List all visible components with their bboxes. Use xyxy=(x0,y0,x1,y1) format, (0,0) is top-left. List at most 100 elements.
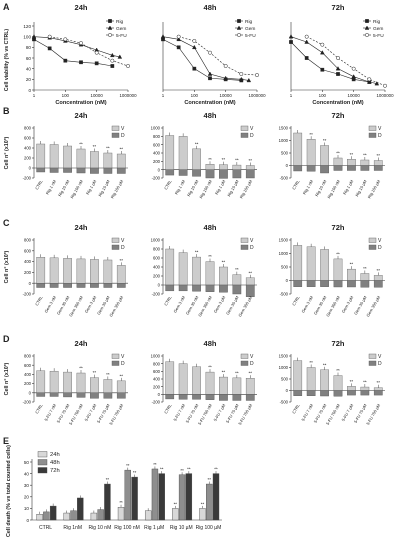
data-point-5-fu xyxy=(192,38,197,43)
x-tick-label-b: Rig 1 nM xyxy=(45,179,57,195)
bar-72h xyxy=(185,473,193,521)
significance-label: ** xyxy=(201,501,205,506)
data-point-gem xyxy=(207,71,213,76)
bar-viable xyxy=(205,371,215,395)
x-tick-label-c: Gem 3 nM xyxy=(172,295,186,314)
x-tick-label-d: CTRL xyxy=(163,402,173,414)
bar-dead xyxy=(49,392,59,397)
legend-label-v: V xyxy=(250,354,254,360)
significance-label: ** xyxy=(187,467,191,472)
bar-dead xyxy=(76,283,86,288)
legend-marker-rig xyxy=(108,19,112,23)
significance-label: ** xyxy=(363,266,367,271)
significance-label: ** xyxy=(235,370,239,375)
plot-title-d-72h: 72h xyxy=(332,339,345,348)
x-tick-label-d: 5-FU 700 nM xyxy=(325,403,341,426)
bar-dead xyxy=(76,167,86,174)
data-point-gem xyxy=(335,66,341,71)
bar-dead xyxy=(347,280,356,288)
x-tick-label-a: 1000000 xyxy=(119,93,137,98)
legend-label-v: V xyxy=(378,354,382,360)
y-tick-label-c: 400 xyxy=(24,259,32,264)
bar-viable xyxy=(245,378,255,395)
bar-48h xyxy=(206,483,213,521)
legend-label-v: V xyxy=(121,126,125,132)
bar-viable xyxy=(219,266,228,286)
x-tick-label-a: 10000 xyxy=(220,93,233,98)
bar-viable xyxy=(293,132,303,166)
bar-dead xyxy=(306,280,316,287)
legend-label-d: D xyxy=(250,361,254,367)
bar-viable xyxy=(63,258,72,284)
y-tick-label-c: -200 xyxy=(23,292,32,297)
bar-dead xyxy=(373,280,383,288)
plot-title-a-24h: 24h xyxy=(75,3,88,12)
legend-label-v: V xyxy=(378,126,382,132)
y-tick-label-d: 600 xyxy=(153,369,161,374)
bar-24h xyxy=(36,514,43,521)
plot-title-b-24h: 24h xyxy=(75,111,88,120)
y-tick-label-b: -200 xyxy=(152,176,161,181)
bar-dead xyxy=(245,169,255,179)
legend-swatch-v xyxy=(240,125,249,131)
bar-dead xyxy=(178,169,188,176)
plot-title-d-48h: 48h xyxy=(204,339,217,348)
y-tick-label-a: 100 xyxy=(23,34,31,39)
bar-viable xyxy=(306,139,316,166)
significance-label: ** xyxy=(222,370,226,375)
y-tick-label-c: 800 xyxy=(24,238,32,243)
legend-label-gem: Gem xyxy=(116,26,126,32)
significance-label: ** xyxy=(93,370,97,375)
legend-swatch-v xyxy=(240,237,249,243)
legend-marker-rig xyxy=(237,19,241,23)
legend-label-d: D xyxy=(250,245,254,251)
x-tick-label-d: 5-FU 7 nM xyxy=(172,403,186,422)
bar-viable xyxy=(178,136,188,170)
significance-label: ** xyxy=(249,371,253,376)
legend-label-v: V xyxy=(378,238,382,244)
x-tick-label-b: Rig 10 µM xyxy=(226,179,239,197)
bar-viable xyxy=(192,148,201,170)
x-tick-label-e: CTRL xyxy=(39,525,52,531)
significance-label: ** xyxy=(106,477,110,482)
series-line-5-fu xyxy=(178,36,258,76)
x-tick-label-c: Gem 3 µM xyxy=(84,295,98,314)
significance-label: ** xyxy=(208,157,212,162)
y-tick-label-b: 0 xyxy=(29,166,32,171)
y-tick-label-e: 0 xyxy=(26,518,29,523)
legend-swatch-72h xyxy=(37,467,48,474)
x-tick-label-d: 5-FU 7 nM xyxy=(300,403,314,422)
data-point-5-fu xyxy=(223,64,228,68)
x-tick-label-a: 10000 xyxy=(91,93,104,98)
x-tick-label-c: CTRL xyxy=(291,294,301,306)
legend-label-24h: 24h xyxy=(50,452,60,458)
bar-dead xyxy=(165,169,175,176)
bar-dead xyxy=(103,392,113,399)
legend-label-5-fu: 5-FU xyxy=(373,33,384,39)
y-tick-label-d: 500 xyxy=(281,377,289,382)
x-tick-label-b: Rig 10 µM xyxy=(354,179,367,197)
bar-viable xyxy=(360,273,370,281)
x-tick-label-a: 10000 xyxy=(348,93,361,98)
significance-label: ** xyxy=(126,463,130,468)
legend-marker-gem xyxy=(236,25,242,30)
bar-dead xyxy=(333,165,343,171)
bar-viable xyxy=(36,257,46,284)
significance-label: ** xyxy=(208,365,212,370)
x-tick-label-d: 5-FU 7 µM xyxy=(83,403,97,422)
y-tick-label-b: 200 xyxy=(24,156,32,161)
significance-label: ** xyxy=(336,251,340,256)
y-tick-label-d: 200 xyxy=(153,384,161,389)
data-point-5-fu xyxy=(239,72,244,76)
data-point-gem xyxy=(304,39,309,44)
bar-viable xyxy=(165,135,175,170)
x-tick-label-a: 1 xyxy=(162,93,165,98)
significance-label: ** xyxy=(214,467,218,472)
significance-label: ** xyxy=(350,262,354,267)
x-tick-label-e: Rig 10 µM xyxy=(170,525,193,531)
data-point-rig xyxy=(110,64,115,68)
bar-viable xyxy=(347,386,356,391)
significance-label: ** xyxy=(195,141,199,146)
significance-label: ** xyxy=(377,380,381,385)
significance-label: ** xyxy=(309,360,313,365)
